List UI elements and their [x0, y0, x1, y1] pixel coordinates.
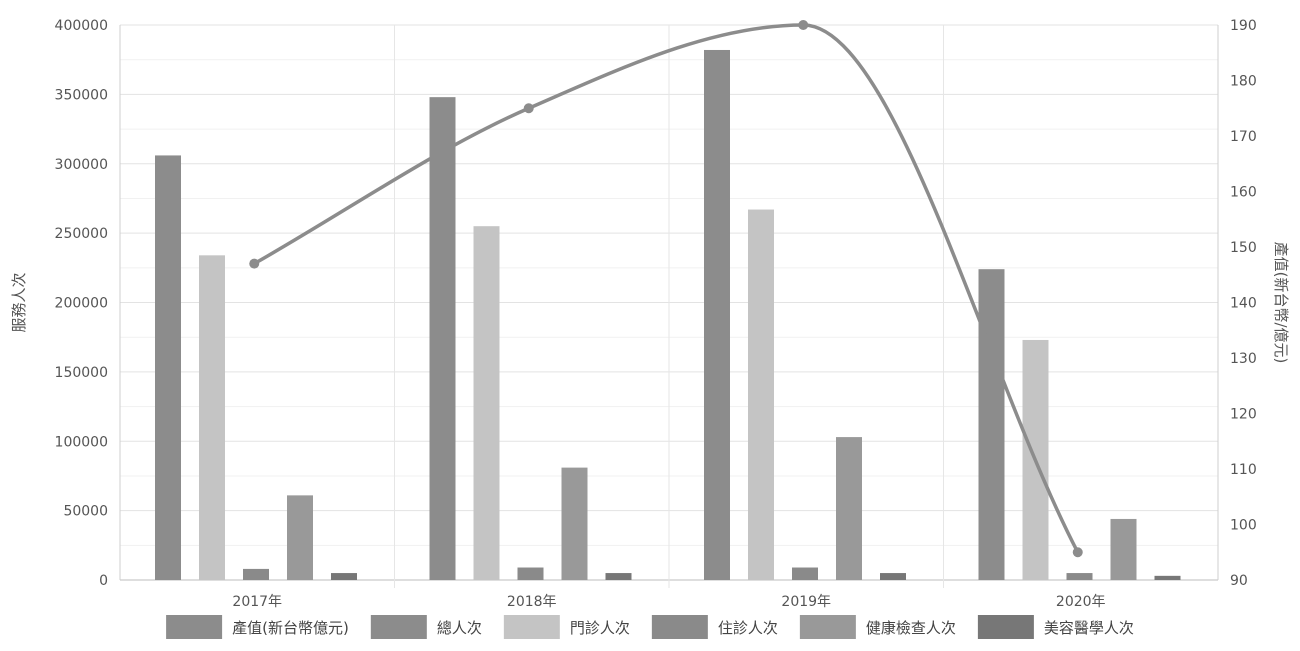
y-left-tick-label: 350000: [55, 87, 108, 103]
y-right-tick-label: 190: [1230, 18, 1257, 34]
y-left-tick-label: 250000: [55, 226, 108, 242]
y-right-tick-label: 160: [1230, 185, 1257, 201]
bar-3-1: [243, 568, 269, 580]
y-left-tick-label: 100000: [55, 434, 108, 450]
legend-label-3: 門診人次: [570, 619, 630, 637]
bar-4-2: [561, 467, 588, 580]
bar-3-2: [517, 567, 544, 580]
bar-2-2: [473, 226, 500, 580]
legend-label-1: 產值(新台幣億元): [232, 619, 349, 637]
x-tick-label: 2017年: [232, 594, 282, 610]
bars-layer: [155, 49, 1181, 581]
bar-4-3: [836, 437, 862, 580]
y-right-tick-label: 110: [1230, 462, 1257, 478]
y-right-tick-label: 120: [1230, 407, 1257, 423]
y-left-tick-label: 50000: [63, 504, 108, 520]
bar-5-4: [1154, 575, 1181, 580]
y-right-axis-title: 產值(新台幣/億元): [1272, 242, 1290, 364]
bar-4-1: [287, 495, 313, 580]
y-left-tick-label: 150000: [55, 365, 108, 381]
bar-5-1: [331, 573, 357, 580]
bar-4-4: [1110, 518, 1137, 580]
bar-2-3: [748, 209, 774, 580]
y-left-axis-title: 服務人次: [10, 272, 28, 332]
legend-swatch-2: [370, 615, 427, 639]
y-right-tick-label: 100: [1230, 518, 1257, 534]
y-right-tick-label: 140: [1230, 296, 1257, 312]
bar-5-3: [880, 573, 906, 580]
legend-label-2: 總人次: [437, 619, 482, 637]
line-point-2: [523, 103, 534, 114]
y-right-tick-label: 90: [1230, 573, 1248, 589]
line-point-3: [798, 20, 809, 30]
bar-1-3: [704, 49, 730, 581]
bar-1-2: [429, 97, 456, 581]
x-tick-label: 2018年: [507, 594, 557, 610]
legend-swatch-5: [799, 615, 856, 639]
y-right-tick-label: 150: [1230, 240, 1257, 256]
legend-label-5: 健康檢查人次: [866, 619, 956, 637]
line-point-1: [249, 258, 260, 269]
legend-label-4: 住診人次: [718, 619, 778, 637]
legend-label-6: 美容醫學人次: [1044, 619, 1134, 637]
x-tick-label: 2019年: [781, 594, 831, 610]
bar-5-2: [605, 573, 632, 580]
line-layer: [249, 20, 1083, 558]
legend: 產值(新台幣億元) 總人次 門診人次 住診人次 健康檢查人次 美容醫學人次: [166, 615, 1134, 639]
legend-swatch-3: [503, 615, 560, 639]
line-series-1: [253, 23, 1080, 554]
x-tick-label: 2020年: [1056, 594, 1106, 610]
bar-3-3: [792, 567, 818, 580]
y-left-tick-label: 0: [99, 573, 108, 589]
bar-1-1: [155, 155, 181, 581]
axes-layer: 0 50000 100000 150000 200000 250000 300000 3500…: [10, 18, 1290, 610]
y-left-tick-label: 400000: [55, 18, 108, 34]
bar-2-1: [199, 255, 225, 580]
y-right-tick-label: 180: [1230, 74, 1257, 90]
bar-3-4: [1066, 573, 1093, 580]
y-left-tick-label: 300000: [55, 157, 108, 173]
y-right-tick-label: 130: [1230, 351, 1257, 367]
legend-swatch-4: [651, 615, 708, 639]
legend-swatch-6: [977, 615, 1034, 639]
bar-1-4: [978, 269, 1005, 580]
y-left-tick-label: 200000: [55, 296, 108, 312]
legend-swatch-1: [166, 615, 223, 639]
line-point-4: [1072, 547, 1083, 558]
y-right-tick-label: 170: [1230, 129, 1257, 145]
